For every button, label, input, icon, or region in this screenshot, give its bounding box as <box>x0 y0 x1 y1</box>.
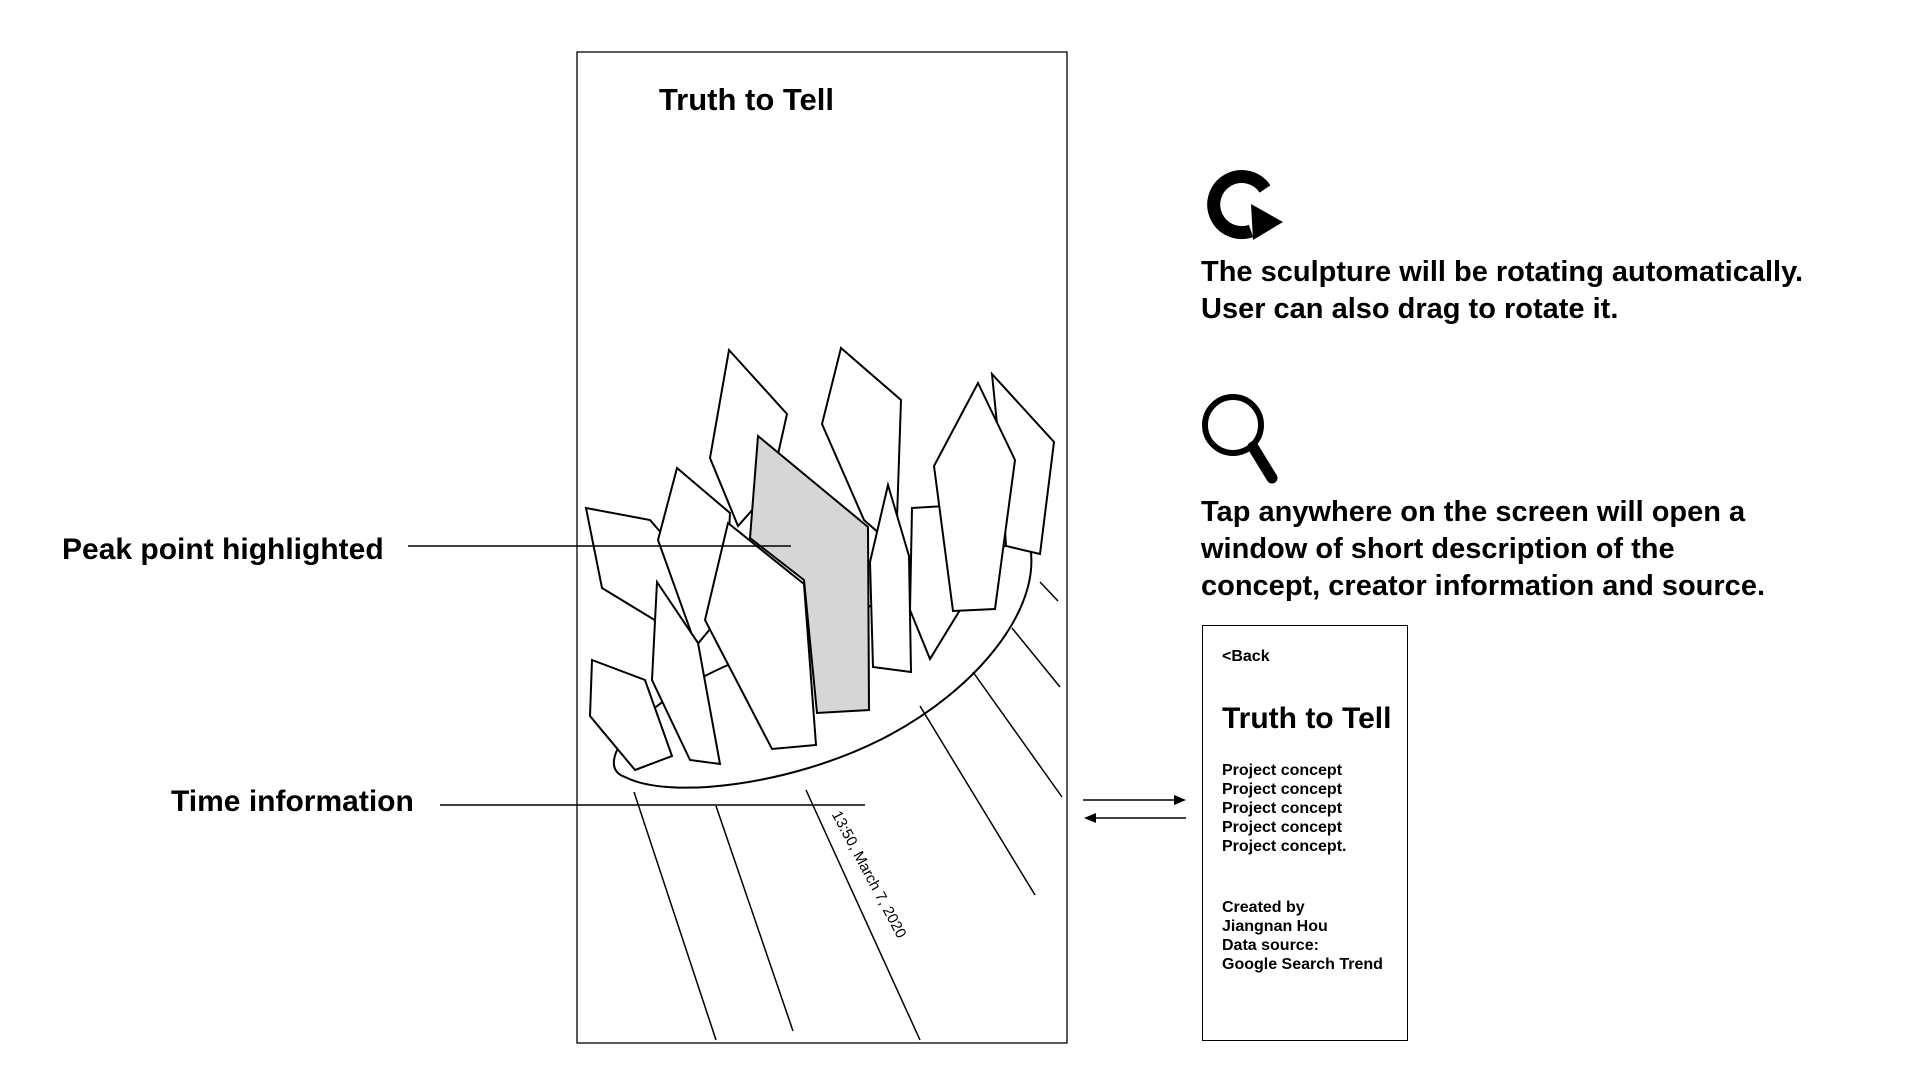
credit-line: Data source: <box>1222 937 1319 954</box>
credit-line: Jiangnan Hou <box>1222 918 1328 935</box>
tap-note-line: window of short description of the <box>1201 533 1675 565</box>
credit-line: Google Search Trend <box>1222 956 1383 973</box>
tap-note-line: Tap anywhere on the screen will open a <box>1201 496 1746 528</box>
crystal <box>703 521 818 751</box>
concept-text: Project concept Project concept Project … <box>1222 761 1346 856</box>
concept-line: Project concept <box>1222 819 1343 836</box>
motion-line <box>919 705 1036 896</box>
magnifier-icon <box>1202 394 1278 484</box>
motion-line <box>633 791 717 1041</box>
rotate-note-line: The sculpture will be rotating automatic… <box>1201 256 1804 288</box>
motion-line <box>1011 627 1061 688</box>
crystal <box>650 578 722 766</box>
time-callout-label: Time information <box>171 785 414 818</box>
motion-line <box>972 671 1063 798</box>
credit-text: Created by Jiangnan Hou Data source: Goo… <box>1222 898 1383 974</box>
concept-line: Project concept <box>1222 762 1343 779</box>
phone-title: Truth to Tell <box>658 82 834 117</box>
crystal <box>868 481 913 674</box>
concept-line: Project concept <box>1222 781 1343 798</box>
rotate-note-line: User can also drag to rotate it. <box>1201 293 1619 325</box>
motion-line <box>715 805 794 1032</box>
credit-line: Created by <box>1222 899 1305 916</box>
detail-screen: <Back Truth to Tell Project concept Proj… <box>1202 625 1408 1041</box>
rotate-icon <box>1207 170 1283 240</box>
transition-arrows-icon <box>1083 795 1186 823</box>
motion-line <box>805 789 921 1041</box>
tap-note-line: concept, creator information and source. <box>1201 570 1765 602</box>
crystal <box>588 658 674 772</box>
motion-line <box>1039 581 1059 602</box>
back-button[interactable]: <Back <box>1222 648 1270 665</box>
peak-crystal-highlighted <box>748 434 871 715</box>
peak-callout-label: Peak point highlighted <box>62 533 384 566</box>
concept-line: Project concept. <box>1222 838 1347 855</box>
concept-line: Project concept <box>1222 800 1343 817</box>
crystal <box>932 380 1017 613</box>
rotate-note: The sculpture will be rotating automatic… <box>1201 254 1803 328</box>
tap-note: Tap anywhere on the screen will open a w… <box>1201 494 1765 605</box>
phone-frame <box>576 51 1068 1044</box>
detail-title: Truth to Tell <box>1222 702 1392 735</box>
